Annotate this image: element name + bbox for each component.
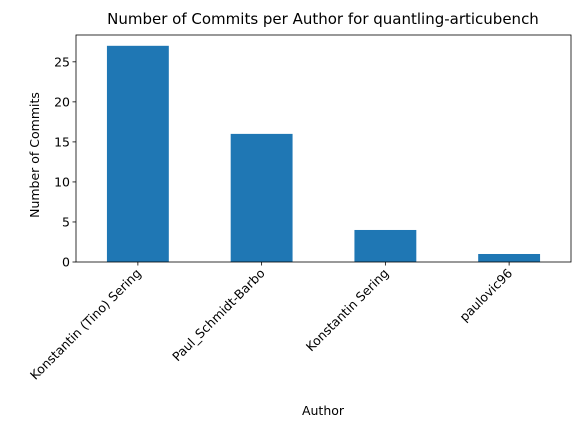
x-tick-label: Konstantin Sering xyxy=(303,266,392,355)
y-tick-label: 10 xyxy=(54,174,70,189)
x-tick-label: paulovic96 xyxy=(456,265,515,324)
bar xyxy=(107,46,169,262)
plot-area: 0 5 10 15 20 25 Konstantin (Tino) Sering Paul_S… xyxy=(27,35,571,383)
chart-title: Number of Commits per Author for quantli… xyxy=(107,10,539,28)
x-axis-label: Author xyxy=(302,403,345,418)
y-tick-label: 25 xyxy=(54,54,70,69)
x-tick-label: Konstantin (Tino) Sering xyxy=(27,266,144,383)
y-tick-label: 0 xyxy=(62,255,70,270)
y-axis-label: Number of Commits xyxy=(27,92,42,218)
bar xyxy=(354,230,416,262)
y-tick-label: 15 xyxy=(54,134,70,149)
bar xyxy=(231,134,293,262)
bar xyxy=(478,254,540,262)
y-tick-label: 5 xyxy=(62,214,70,229)
x-tick-label: Paul_Schmidt-Barbo xyxy=(169,266,268,365)
y-tick-label: 20 xyxy=(54,94,70,109)
